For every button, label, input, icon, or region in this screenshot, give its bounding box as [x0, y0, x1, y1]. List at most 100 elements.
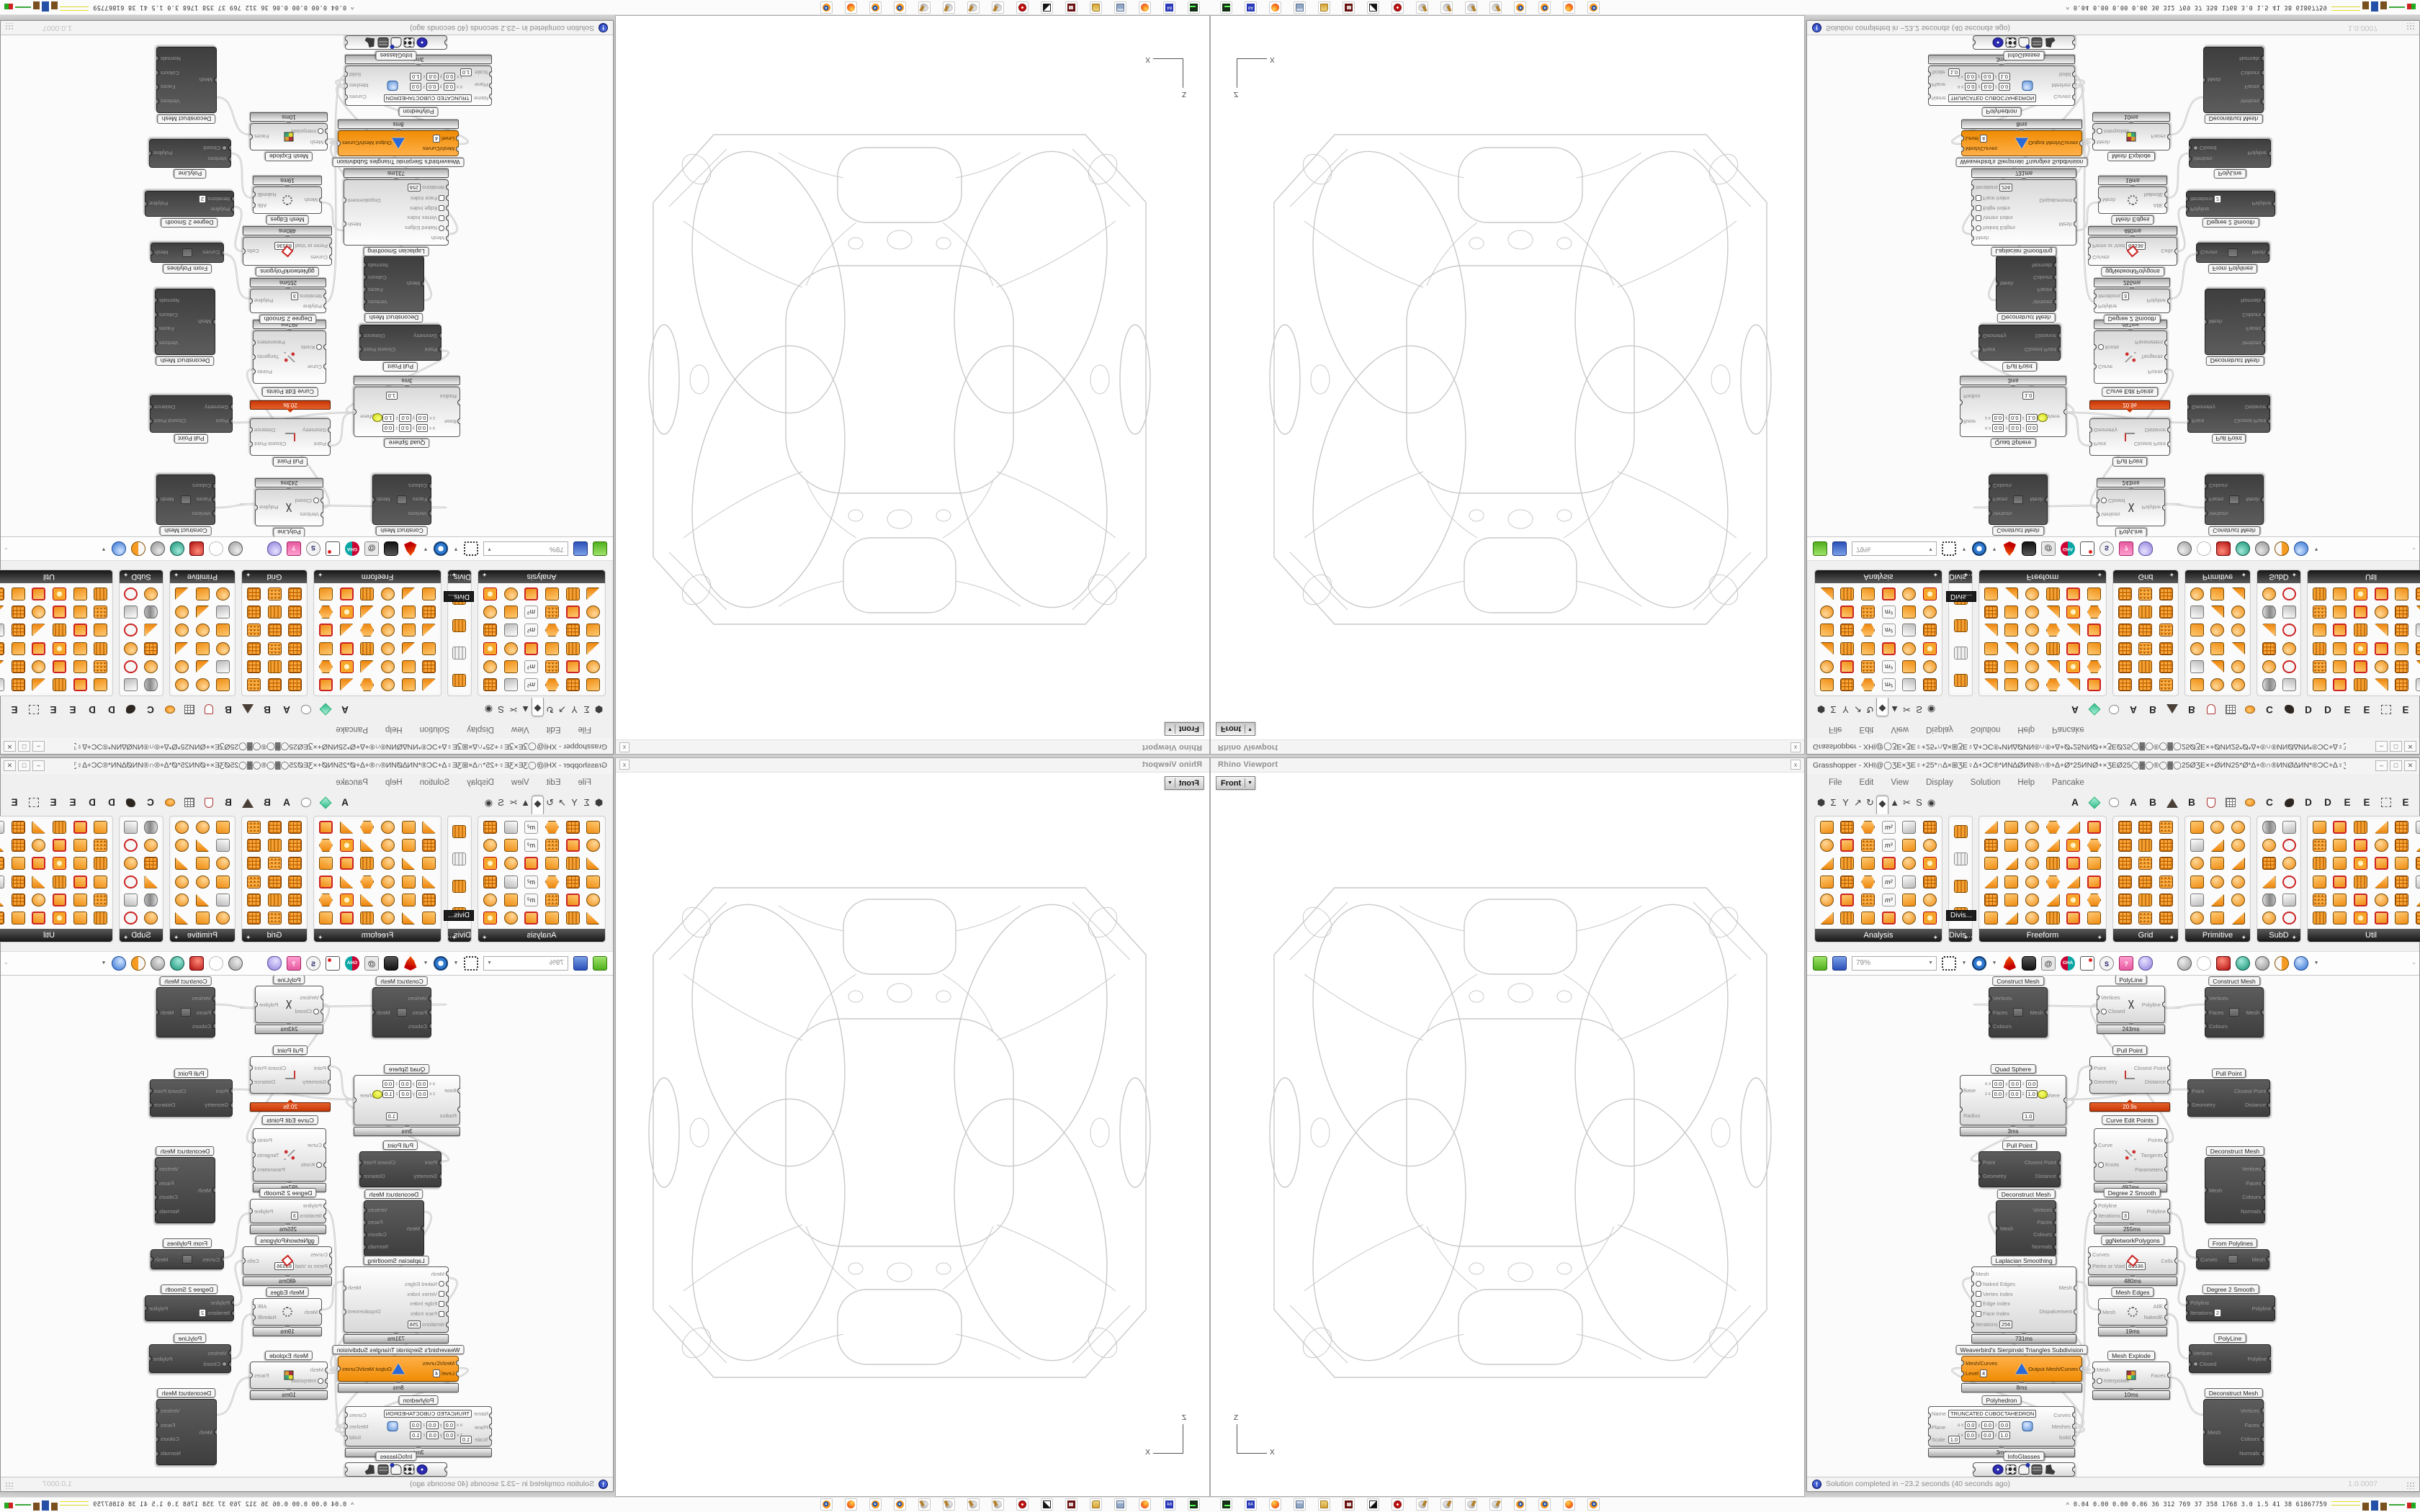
component-icon[interactable]	[339, 857, 354, 870]
output-pin-row[interactable]: Vertices	[2238, 1408, 2264, 1414]
resize-grip[interactable]	[5, 23, 14, 30]
coord-value-box[interactable]: 0.0	[1992, 1080, 2004, 1088]
help-box-button[interactable]: ?	[287, 956, 301, 971]
component-icon[interactable]	[2087, 893, 2102, 906]
component-icon[interactable]	[1923, 606, 1937, 619]
component-icon[interactable]	[288, 912, 302, 925]
output-pin-row[interactable]: Mesh	[2245, 1009, 2264, 1016]
component-icon[interactable]	[2416, 875, 2420, 888]
menu-item-solution[interactable]: Solution	[1970, 778, 2001, 787]
plugin-tab-17[interactable]: E	[2397, 796, 2414, 810]
component-icon[interactable]	[1953, 852, 1968, 865]
component-icon[interactable]	[565, 838, 580, 852]
component-icon[interactable]	[380, 606, 395, 619]
component-icon[interactable]	[267, 624, 282, 637]
component-icon[interactable]	[124, 838, 138, 852]
blender-app-icon[interactable]	[1587, 1, 1600, 14]
component-icon[interactable]	[2282, 678, 2296, 692]
component-icon[interactable]	[422, 678, 436, 691]
viewport-canvas[interactable]: Z X	[1211, 16, 1804, 721]
component-icon[interactable]	[1840, 820, 1855, 834]
component-icon[interactable]	[2045, 893, 2060, 906]
output-pin-row[interactable]: Normals	[156, 55, 182, 62]
component-icon[interactable]	[144, 820, 158, 834]
output-pin-row[interactable]: Points	[2146, 369, 2167, 375]
output-pin-row[interactable]: Mesh	[2245, 497, 2264, 503]
ribbon-group-label[interactable]: Primitive ✦	[2185, 570, 2250, 583]
input-pin-row[interactable]: Mesh	[290, 139, 328, 145]
coord-value-box[interactable]: 0.0	[382, 1080, 395, 1088]
component-icon[interactable]	[94, 606, 108, 619]
menu-item-display[interactable]: Display	[467, 778, 494, 787]
input-pin-row[interactable]: Polyline	[290, 303, 326, 310]
ribbon-group-label[interactable]: Util✦	[2308, 570, 2420, 583]
output-pin-row[interactable]: Colours	[2241, 1194, 2265, 1200]
maths-tab-icon[interactable]: Σ	[1830, 704, 1837, 715]
plugin-tab-17[interactable]: E	[2397, 702, 2414, 716]
component-icon[interactable]	[565, 857, 580, 870]
weaverbird-sierpinski[interactable]: Mesh/Curves Level 4 Output Mesh/Curves	[338, 130, 459, 156]
output-pin-row[interactable]: Vertices	[364, 299, 389, 305]
output-pin-row[interactable]: AllE	[2152, 202, 2167, 209]
component-icon[interactable]	[2046, 624, 2060, 636]
output-pin-row[interactable]	[354, 1097, 358, 1103]
component-icon[interactable]	[288, 893, 302, 906]
gha-compile-button[interactable]: GHA	[345, 541, 359, 556]
coord-value-box[interactable]: 0.0	[416, 424, 428, 432]
component-icon[interactable]	[73, 893, 87, 906]
component-icon[interactable]	[2262, 660, 2276, 674]
plugin-tab-7[interactable]	[200, 796, 218, 810]
component-icon[interactable]	[2118, 587, 2132, 600]
component-icon[interactable]	[2159, 587, 2174, 600]
component-icon[interactable]	[2374, 875, 2388, 888]
infoglasses[interactable]	[1973, 35, 2075, 50]
plugin-tab-12[interactable]: D	[2300, 796, 2317, 810]
component-icon[interactable]	[422, 838, 436, 852]
component-icon[interactable]	[524, 912, 539, 925]
coord-value-box[interactable]: 0.0	[2025, 1080, 2038, 1088]
component-icon[interactable]	[1902, 857, 1917, 870]
component-icon[interactable]	[2416, 587, 2420, 600]
group-expand-icon[interactable]: ✦	[2241, 571, 2246, 578]
menu-item-pancake[interactable]: Pancake	[2052, 725, 2084, 734]
component-icon[interactable]	[2282, 912, 2296, 925]
output-pin-row[interactable]: Closest Point	[2133, 441, 2170, 447]
component-icon[interactable]	[144, 838, 158, 852]
component-icon[interactable]	[2004, 588, 2018, 600]
calc-app-icon[interactable]	[1114, 1, 1126, 14]
value-box[interactable]: 2	[198, 1309, 207, 1318]
input-pin-row[interactable]: Face Index	[1971, 1310, 2017, 1317]
pin-marker[interactable]	[1976, 1281, 1981, 1287]
component-icon[interactable]	[565, 642, 580, 655]
ribbon-group-label[interactable]: Divis... ✦	[1949, 929, 1973, 942]
output-pin-row[interactable]: Distance	[150, 404, 176, 410]
component-icon[interactable]	[2046, 606, 2060, 618]
zoom-level-dropdown[interactable]: 79% ▼	[483, 956, 568, 971]
zoom-extents-button[interactable]	[1942, 956, 1956, 971]
input-pin-row[interactable]: Mesh	[2092, 1367, 2130, 1373]
input-pin-row[interactable]: Geometry	[2089, 427, 2119, 433]
component-icon[interactable]	[11, 820, 25, 834]
component-icon[interactable]	[1819, 660, 1834, 674]
output-pin-row[interactable]: Mesh	[2058, 221, 2076, 228]
input-pin-row[interactable]: Vertex Index	[403, 1291, 449, 1297]
output-pin-row[interactable]: Faces	[2245, 1180, 2265, 1187]
component-icon[interactable]: m²	[524, 678, 539, 692]
component-icon[interactable]	[246, 912, 261, 925]
input-pin-row[interactable]: Edge Index	[1971, 1300, 2017, 1307]
output-pin-row[interactable]: Meshes	[2051, 1423, 2075, 1430]
mesh-edges[interactable]: Mesh AllE NakedE	[2098, 186, 2167, 214]
minimize-button[interactable]: –	[2375, 760, 2388, 771]
input-pin-row[interactable]: Point	[412, 1159, 442, 1166]
mesh-explode[interactable]: Mesh Interpolate Faces	[2092, 123, 2170, 150]
input-pin-row[interactable]: Mesh	[1996, 1225, 2015, 1232]
menu-item-edit[interactable]: Edit	[1859, 725, 1874, 734]
menu-item-solution[interactable]: Solution	[419, 778, 450, 787]
infoglasses-icon-2[interactable]	[2018, 1463, 2030, 1475]
component-icon[interactable]	[73, 587, 87, 600]
pin-gray-button[interactable]	[151, 541, 165, 556]
component-icon[interactable]	[1923, 642, 1937, 655]
resize-grip[interactable]	[2406, 1482, 2415, 1489]
markup-button[interactable]	[267, 541, 282, 556]
input-pin-row[interactable]	[1973, 40, 1977, 45]
